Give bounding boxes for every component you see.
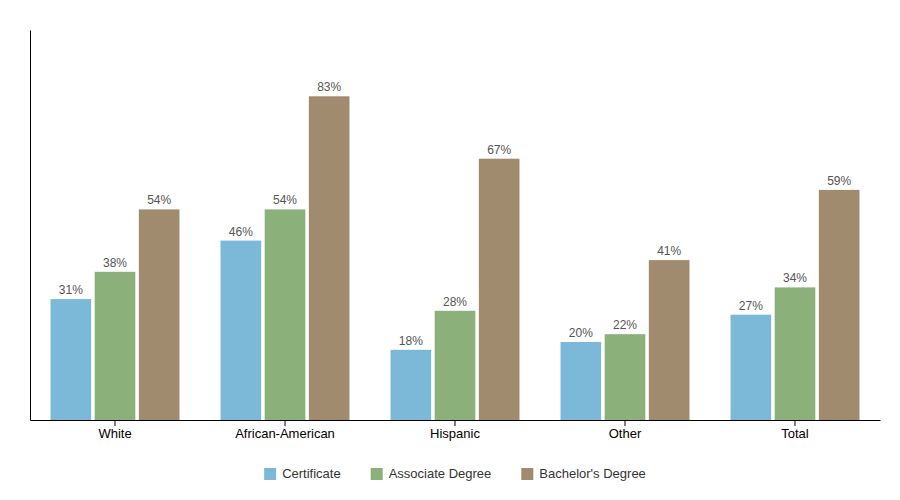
x-tick: White	[98, 420, 131, 441]
x-tick-label: Total	[781, 426, 809, 441]
chart: 31% 46% 18% 20% 27% 38% 54% 28% 22% 34% 54% 83% 67% 4…	[0, 0, 900, 500]
data-label: 59%	[827, 174, 851, 188]
bar	[649, 260, 690, 420]
legend-swatch	[521, 468, 533, 480]
y-axis-line	[30, 31, 31, 421]
legend: Certificate Associate Degree Bachelor's De…	[264, 466, 646, 481]
bar	[605, 334, 646, 420]
legend-item: Associate Degree	[371, 466, 492, 481]
bar	[435, 311, 476, 420]
x-tick-label: Other	[609, 426, 642, 441]
bar-series	[139, 96, 860, 420]
bar	[391, 350, 432, 420]
x-tick-mark	[625, 420, 626, 426]
x-tick: African-American	[235, 420, 335, 441]
bar	[731, 315, 772, 420]
x-axis: White African-American Hispanic Other Total	[31, 420, 881, 441]
bars	[51, 96, 860, 420]
bar-series	[95, 209, 816, 420]
legend-label: Certificate	[282, 466, 341, 481]
bar	[819, 190, 860, 420]
x-tick-mark	[455, 420, 456, 426]
data-label: 54%	[273, 193, 297, 207]
x-tick-label: African-American	[235, 426, 335, 441]
data-label: 18%	[399, 334, 423, 348]
legend-swatch	[371, 468, 383, 480]
x-tick: Hispanic	[430, 420, 480, 441]
bar	[139, 209, 180, 420]
data-label: 67%	[487, 143, 511, 157]
x-tick: Total	[781, 420, 809, 441]
bar	[561, 342, 602, 420]
data-label: 20%	[569, 326, 593, 340]
bar	[95, 272, 136, 420]
data-label: 28%	[443, 295, 467, 309]
data-label: 54%	[147, 193, 171, 207]
x-tick-mark	[115, 420, 116, 426]
x-tick-mark	[285, 420, 286, 426]
bar	[775, 287, 816, 420]
data-label: 31%	[59, 283, 83, 297]
x-tick-label: Hispanic	[430, 426, 480, 441]
bar	[265, 209, 306, 420]
data-label: 27%	[739, 299, 763, 313]
bar	[51, 299, 92, 420]
data-label: 83%	[317, 80, 341, 94]
data-labels: 31% 46% 18% 20% 27% 38% 54% 28% 22% 34% 54% 83% 67% 4…	[59, 80, 852, 348]
data-label: 46%	[229, 225, 253, 239]
data-label: 41%	[657, 244, 681, 258]
legend-label: Associate Degree	[389, 466, 492, 481]
data-label: 38%	[103, 256, 127, 270]
bar	[479, 159, 520, 420]
data-label: 34%	[783, 271, 807, 285]
x-tick: Other	[609, 420, 642, 441]
legend-item: Certificate	[264, 466, 341, 481]
legend-item: Bachelor's Degree	[521, 466, 646, 481]
plot: 31% 46% 18% 20% 27% 38% 54% 28% 22% 34% 54% 83% 67% 4…	[31, 31, 881, 442]
x-tick-mark	[795, 420, 796, 426]
legend-swatch	[264, 468, 276, 480]
data-label: 22%	[613, 318, 637, 332]
legend-label: Bachelor's Degree	[539, 466, 646, 481]
bar	[221, 241, 262, 420]
x-tick-label: White	[98, 426, 131, 441]
bar	[309, 96, 350, 420]
y-axis	[30, 31, 31, 421]
